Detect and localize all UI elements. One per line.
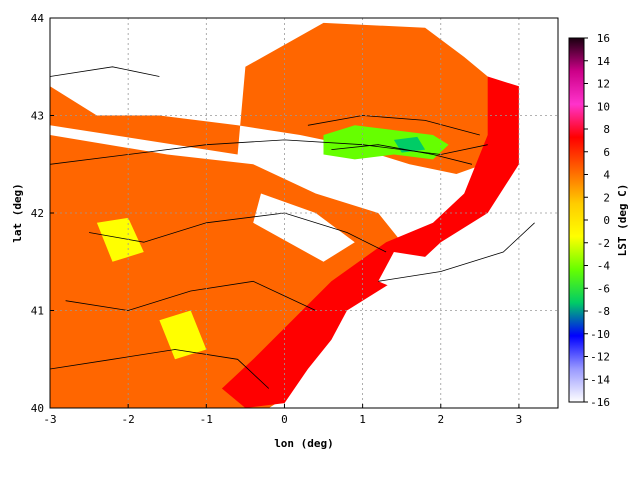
colorbar-tick-label: -12: [590, 351, 610, 364]
x-axis: -3 -2 -1 0 1 2 3: [43, 404, 522, 426]
colorbar-label: LST (deg C): [616, 184, 629, 257]
heatmap-regions: [50, 22, 558, 408]
x-axis-label: lon (deg): [274, 437, 334, 450]
colorbar: [568, 37, 585, 403]
region-pyrenees-high: [323, 125, 449, 160]
colorbar-ticks: 16 14 12 10 8 6 4 2 0 -2 -4 -6 -8 -10 -12 -14 -16: [584, 32, 610, 409]
x-tick-label: 2: [437, 413, 444, 426]
y-tick-label: 44: [31, 12, 45, 25]
x-tick-label: 0: [281, 413, 288, 426]
y-tick-label: 43: [31, 110, 44, 123]
colorbar-tick-label: -4: [597, 260, 611, 273]
y-tick-label: 40: [31, 402, 44, 415]
colorbar-tick-label: -14: [590, 373, 610, 386]
contour-line: [50, 66, 160, 77]
y-axis: 40 41 42 43 44: [31, 12, 54, 415]
grid-lines: [50, 18, 558, 408]
colorbar-tick-label: 2: [603, 191, 610, 204]
colorbar-tick-label: 8: [603, 123, 610, 136]
contour-line: [89, 212, 387, 253]
contour-line: [378, 222, 535, 282]
region-south-green: [159, 310, 207, 360]
y-tick-label: 42: [31, 207, 44, 220]
colorbar-tick-label: -16: [590, 396, 610, 409]
colorbar-tick-label: 0: [603, 214, 610, 227]
x-tick-label: -3: [43, 413, 56, 426]
x-tick-label: 3: [516, 413, 523, 426]
colorbar-tick-label: 4: [603, 169, 610, 182]
region-inland-green: [96, 217, 144, 262]
colorbar-tick-label: -8: [597, 305, 610, 318]
contour-line: [331, 144, 473, 165]
colorbar-tick-label: 14: [597, 55, 611, 68]
x-tick-label: -1: [200, 413, 213, 426]
colorbar-tick-label: 12: [597, 78, 610, 91]
region-east-coast: [221, 76, 519, 408]
contour-line: [307, 115, 480, 136]
contour-line: [65, 280, 316, 311]
colorbar-tick-label: -2: [597, 237, 610, 250]
region-sea: [347, 115, 558, 408]
colorbar-tick-label: 16: [597, 32, 610, 45]
y-tick-label: 41: [31, 305, 44, 318]
x-tick-label: -2: [122, 413, 135, 426]
region-central-plain: [50, 135, 402, 408]
colorbar-tick-label: 6: [603, 146, 610, 159]
colorbar-tick-label: -10: [590, 328, 610, 341]
y-axis-label: lat (deg): [11, 183, 24, 243]
contour-line: [50, 349, 270, 389]
colorbar-tick-label: -6: [597, 282, 610, 295]
x-tick-label: 1: [359, 413, 366, 426]
region-central-white: [253, 193, 355, 262]
colorbar-tick-label: 10: [597, 100, 610, 113]
